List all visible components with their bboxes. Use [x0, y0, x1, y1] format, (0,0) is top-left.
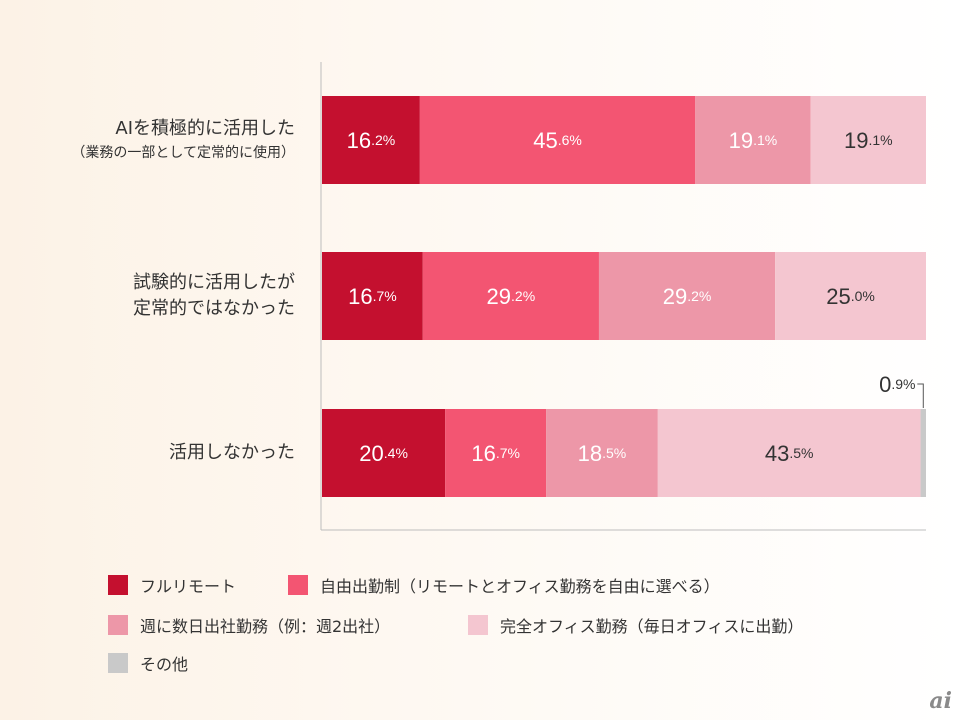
legend-item: 自由出勤制（リモートとオフィス勤務を自由に選べる） — [288, 574, 720, 596]
data-label: 16.7% — [348, 284, 397, 309]
legend-label: 週に数日出社勤務（例：週2出社） — [140, 617, 391, 636]
callout-leader-line — [917, 383, 924, 408]
category-label: AIを積極的に活用した （業務の一部として定常的に使用） — [71, 116, 295, 164]
data-label: 25.0% — [826, 284, 875, 309]
legend-label: 完全オフィス勤務（毎日オフィスに出勤） — [500, 617, 804, 636]
bar-segment — [445, 409, 547, 497]
category-label: 活用しなかった — [169, 440, 295, 466]
data-label-callout: 0.9% — [879, 372, 915, 397]
data-label: 19.1% — [729, 128, 778, 153]
data-label: 16.2% — [347, 128, 396, 153]
category-label: 試験的に活用したが 定常的ではなかった — [133, 270, 295, 322]
bar-row: 16.7% 29.2% 29.2% 25.0% — [322, 252, 926, 340]
legend-swatch — [468, 615, 488, 635]
category-label-line: 活用しなかった — [169, 442, 295, 463]
data-label: 20.4% — [359, 441, 408, 466]
bar-segment — [422, 252, 599, 340]
legend-swatch — [108, 653, 128, 673]
data-label: 29.2% — [487, 284, 536, 309]
bar-row: 16.2% 45.6% 19.1% 19.1% — [322, 96, 926, 184]
bar-segment — [695, 96, 811, 184]
category-label-line: 定常的ではなかった — [133, 298, 295, 319]
bar-segment — [419, 96, 696, 184]
legend-item: 完全オフィス勤務（毎日オフィスに出勤） — [468, 614, 803, 636]
data-label: 29.2% — [663, 284, 712, 309]
legend-swatch — [108, 575, 128, 595]
category-label-line: AIを積極的に活用した — [115, 118, 295, 139]
bar-segment — [810, 96, 926, 184]
bar-segment — [322, 252, 423, 340]
bar-row: 20.4% 16.7% 18.5% 43.5% 0.9% — [322, 372, 926, 497]
category-label-line: 試験的に活用したが — [133, 272, 295, 293]
legend-swatch — [108, 615, 128, 635]
data-label: 18.5% — [578, 441, 627, 466]
legend-item: 週に数日出社勤務（例：週2出社） — [108, 614, 390, 636]
bar-segment — [657, 409, 921, 497]
bar-segment — [322, 96, 420, 184]
bar-segment — [920, 409, 926, 497]
category-sub-label: （業務の一部として定常的に使用） — [71, 145, 295, 161]
bar-segment — [598, 252, 776, 340]
data-label: 19.1% — [844, 128, 893, 153]
bar-segment — [775, 252, 926, 340]
watermark-logo: ai — [929, 688, 952, 714]
bar-segment — [546, 409, 658, 497]
legend-label: フルリモート — [140, 577, 237, 596]
data-label: 16.7% — [471, 441, 520, 466]
data-label: 45.6% — [533, 128, 582, 153]
legend-label: その他 — [140, 655, 189, 674]
legend-label: 自由出勤制（リモートとオフィス勤務を自由に選べる） — [320, 577, 720, 596]
bar-segment — [322, 409, 446, 497]
legend-item: フルリモート — [108, 574, 236, 596]
data-label: 43.5% — [765, 441, 814, 466]
legend-swatch — [288, 575, 308, 595]
legend-item: その他 — [108, 652, 188, 674]
